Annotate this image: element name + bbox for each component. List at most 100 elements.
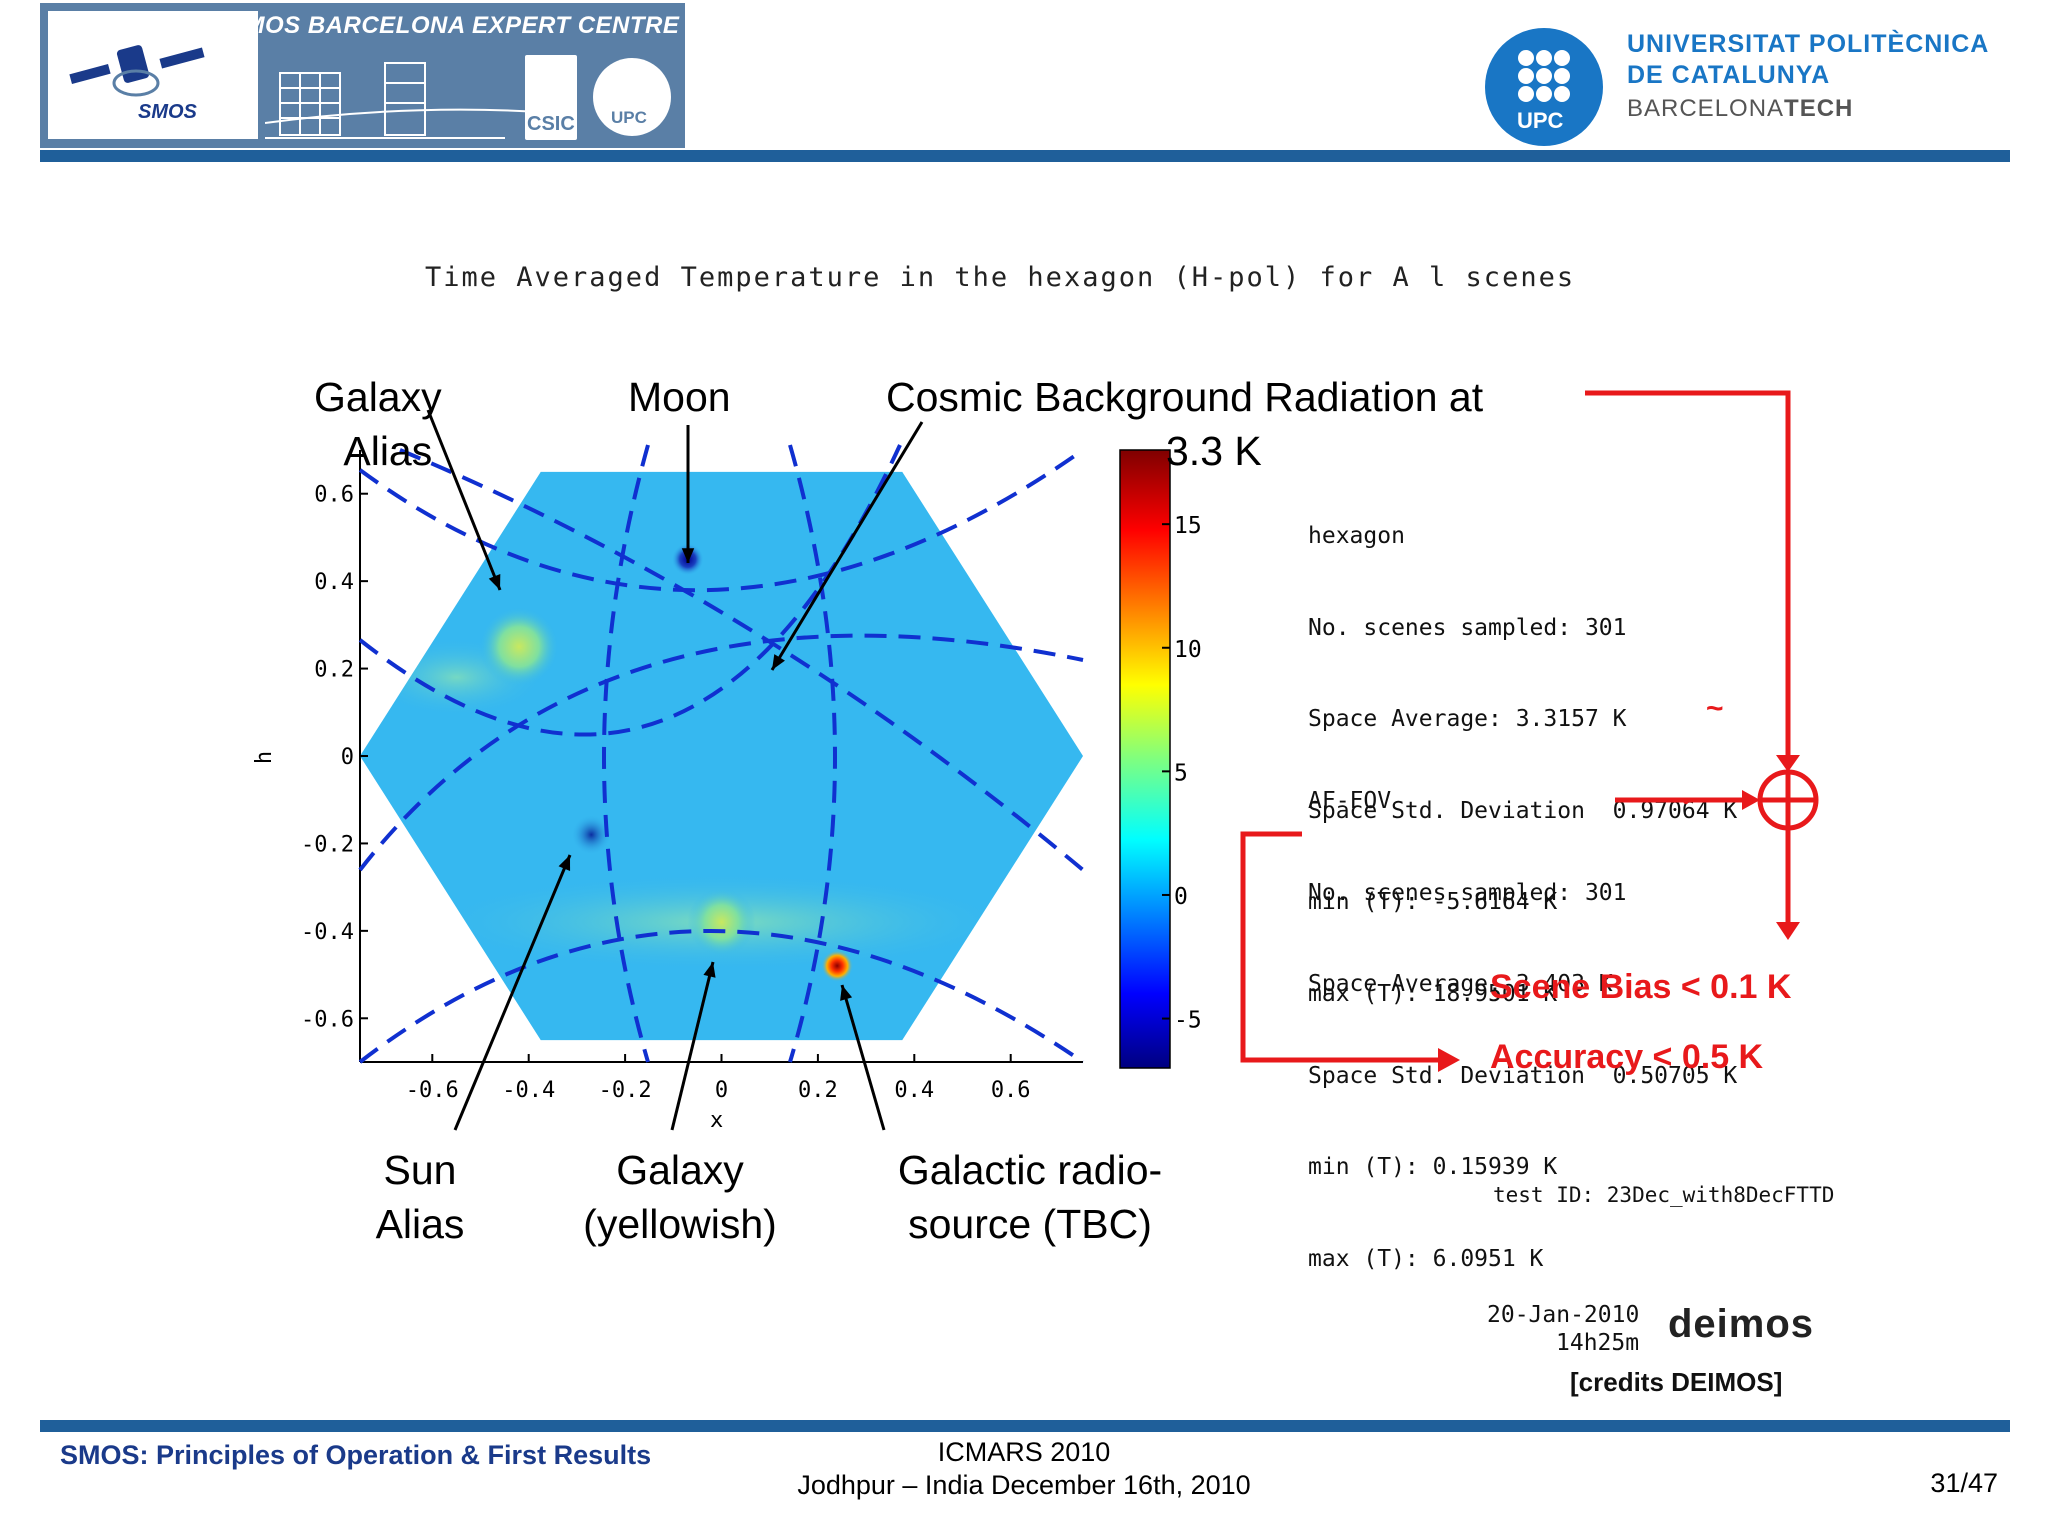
arrow-cosmic xyxy=(770,421,924,671)
arrowhead-down-sum xyxy=(1776,755,1800,772)
feature-sun-alias xyxy=(571,814,612,855)
annotation-sun-alias-line2: Alias xyxy=(375,1201,465,1247)
annotation-radio-source-line2: source (TBC) xyxy=(908,1201,1152,1247)
colorbar-gradient xyxy=(1119,449,1171,1069)
af-fov-stats-line: AF-FOV xyxy=(1308,788,1392,814)
arrow-galaxy-head xyxy=(703,962,716,978)
colorbar-tick-label: 0 xyxy=(1174,884,1188,910)
hexagon-stats: hexagon No. scenes sampled: 301 Space Av… xyxy=(1308,460,1737,1040)
alias-arc xyxy=(358,444,902,737)
annotation-cosmic: Cosmic Background Radiation at 3.3 K xyxy=(886,370,1483,478)
report-date: 20-Jan-2010 xyxy=(1487,1302,1640,1328)
y-tick-label: 0 xyxy=(341,745,354,770)
report-time: 14h25m xyxy=(1556,1330,1640,1356)
dot-mark xyxy=(1683,798,1689,804)
af-fov-stats: AF-FOV No. scenes sampled: 301 Space Ave… xyxy=(1308,725,1737,1305)
colorbar-tick-label: 5 xyxy=(1174,760,1188,786)
y-tick-label: -0.6 xyxy=(301,1007,354,1032)
hexagon-stats-line: Space Std. Deviation 0.97064 K xyxy=(1308,797,1738,824)
arrowhead-down-bias xyxy=(1776,922,1800,940)
smos-banner: SMOS SMOS BARCELONA EXPERT CENTRE CSIC U… xyxy=(40,3,685,148)
annotation-sun-alias-line1: Sun xyxy=(383,1147,457,1193)
x-tick-label: 0.2 xyxy=(798,1078,838,1103)
connector-cosmic-to-sum xyxy=(1585,390,1791,760)
x-tick-label: -0.6 xyxy=(406,1078,459,1103)
red-connector-diagram xyxy=(1240,390,1819,1072)
credits-text: [credits DEIMOS] xyxy=(1570,1367,1783,1397)
alias-arc xyxy=(399,448,1085,872)
hexagon-stats-line: hexagon xyxy=(1308,523,1405,549)
annotation-cosmic-line1: Cosmic Background Radiation at xyxy=(886,374,1484,420)
annotation-galaxy-alias-line1: Galaxy xyxy=(314,374,442,420)
footer-title: SMOS: Principles of Operation & First Re… xyxy=(60,1440,652,1470)
colorbar-tick-label: 10 xyxy=(1174,637,1202,663)
footer-event-line2: Jodhpur – India December 16th, 2010 xyxy=(797,1470,1251,1500)
page-number: 31/47 xyxy=(1930,1468,1998,1498)
accuracy-text: Accuracy < 0.5 K xyxy=(1490,1038,1764,1076)
hexagon-stats-line: max (T): 18.9501 K xyxy=(1308,980,1558,1007)
x-tick-label: 0 xyxy=(715,1078,728,1103)
alias-arc xyxy=(358,633,1084,872)
heatmap-chart: -0.6 -0.4 -0.2 0 0.2 0.4 0.6 0.60.40.20-0.2-0.… xyxy=(301,409,1202,1131)
y-tick-labels: 0.6 0.4 0.2 0 -0.2 -0.4 -0.6 xyxy=(301,483,368,1032)
annotation-galaxy-line2: (yellowish) xyxy=(583,1201,777,1247)
upc-dots-icon xyxy=(1518,50,1570,102)
header-divider xyxy=(40,150,2010,162)
footer-event-line1: ICMARS 2010 xyxy=(937,1437,1111,1467)
alias-arc xyxy=(602,444,650,1063)
af-fov-stats-line: No. scenes sampled: 301 xyxy=(1308,879,1627,906)
test-id: test ID: 23Dec_with8DecFTTD xyxy=(1493,1183,1835,1207)
y-tick-label: 0.2 xyxy=(314,658,354,683)
centre-title: SMOS BARCELONA EXPERT CENTRE xyxy=(228,12,680,39)
arrow-moon-head xyxy=(681,548,695,563)
footer-divider xyxy=(40,1420,2010,1432)
colorbar: 15 10 5 0 -5 xyxy=(1119,449,1202,1069)
deimos-logo: deimos xyxy=(1668,1302,1815,1346)
upc-small-logo-text: UPC xyxy=(611,108,647,127)
annotation-sun-alias: Sun Alias xyxy=(370,1143,470,1251)
footer-event: ICMARS 2010 Jodhpur – India December 16t… xyxy=(0,1436,2048,1502)
feature-galaxy xyxy=(687,888,756,957)
satellite-icon xyxy=(69,45,205,97)
arrow-galaxy-alias-head xyxy=(488,574,501,590)
af-fov-stats-line: min (T): 0.15939 K xyxy=(1308,1154,1558,1180)
annotation-galaxy-line1: Galaxy xyxy=(616,1147,744,1193)
building-drawing-icon xyxy=(265,62,556,139)
colorbar-tick-label: -5 xyxy=(1174,1008,1202,1034)
annotation-arrows xyxy=(426,409,924,1131)
alias-arc xyxy=(358,448,1085,593)
arrow-sun-alias-head xyxy=(558,855,571,871)
annotation-galaxy: Galaxy (yellowish) xyxy=(560,1143,800,1251)
feature-galaxy-alias xyxy=(479,606,560,687)
af-fov-stats-line: Space Average: 3.403 K xyxy=(1308,971,1613,997)
chart-title: Time Averaged Temperature in the hexagon… xyxy=(425,262,1576,293)
university-line3-a: BARCELONA xyxy=(1627,95,1785,122)
x-tick-label: -0.2 xyxy=(599,1078,652,1103)
upc-small-logo: UPC xyxy=(593,58,671,136)
hexagon-stats-line: Space Average: 3.3157 K xyxy=(1308,706,1627,732)
af-fov-stats-line: Space Std. Deviation 0.50705 K xyxy=(1308,1062,1738,1089)
arrowhead-right-sum xyxy=(1742,790,1760,810)
x-tick-label: -0.4 xyxy=(502,1078,555,1103)
arrowhead-right-accuracy xyxy=(1438,1048,1460,1072)
arrow-radio-source xyxy=(840,984,886,1131)
arrow-cosmic-head xyxy=(772,654,785,670)
csic-logo-text: CSIC xyxy=(527,113,575,135)
annotation-galaxy-alias-line2: Alias xyxy=(343,428,433,474)
university-line3-b: TECH xyxy=(1784,95,1854,122)
annotation-galaxy-alias: Galaxy Alias xyxy=(314,370,442,478)
x-tick-label: 0.4 xyxy=(894,1078,934,1103)
alias-arc xyxy=(788,444,837,1063)
alias-arcs xyxy=(358,444,1085,1064)
y-tick-label: -0.2 xyxy=(301,832,354,857)
csic-logo: CSIC xyxy=(525,55,577,140)
y-tick-label: 0.6 xyxy=(314,483,354,508)
alias-arc xyxy=(358,929,1085,1064)
university-name-line3: BARCELONATECH xyxy=(1627,95,1853,123)
university-name-line1: UNIVERSITAT POLITÈCNICA xyxy=(1627,30,1990,58)
annotation-moon: Moon xyxy=(628,374,731,420)
feature-layer xyxy=(366,543,1022,982)
connector-std-to-accuracy xyxy=(1240,831,1440,1063)
upc-logo-text: UPC xyxy=(1517,108,1564,133)
tilde-mark: ~ xyxy=(1706,692,1724,725)
